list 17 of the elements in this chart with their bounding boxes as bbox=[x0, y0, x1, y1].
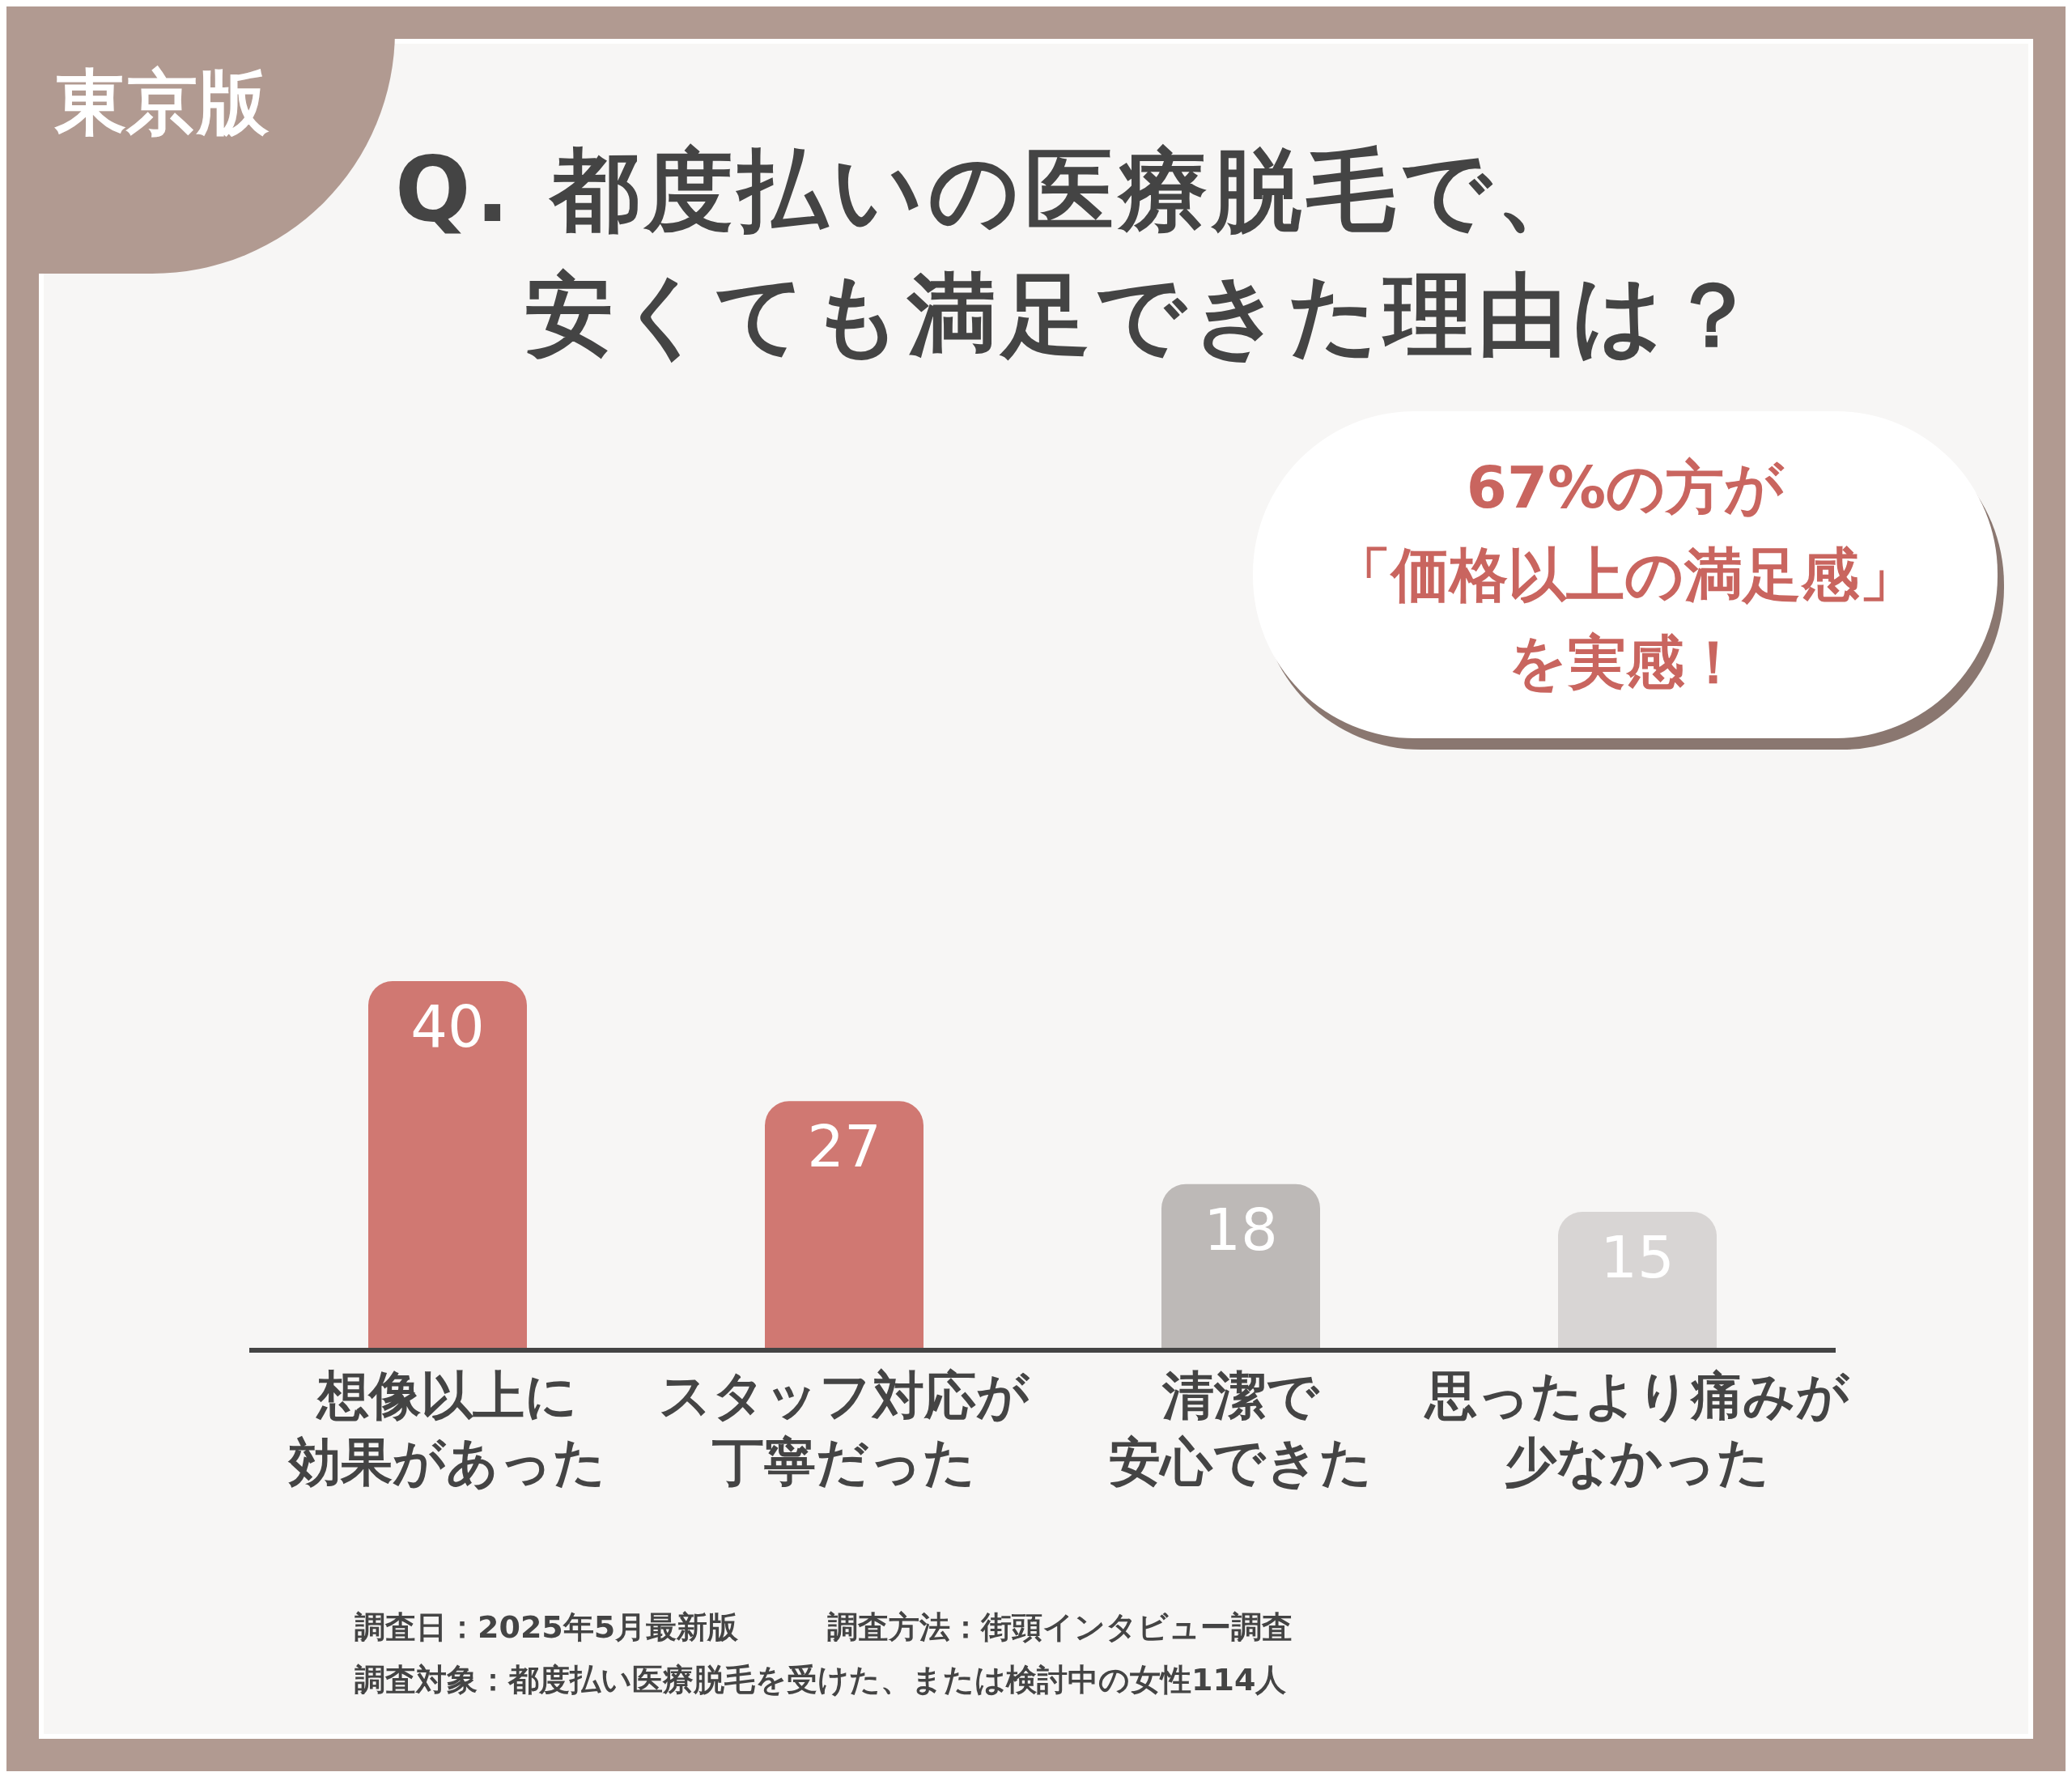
data-label: 18 bbox=[1204, 1195, 1278, 1264]
chart-title: Q. 都度払いの医療脱毛で、安くても満足できた理由は？ bbox=[395, 138, 1762, 368]
bar bbox=[1558, 1212, 1717, 1350]
data-label: 40 bbox=[410, 992, 485, 1061]
x-tick-label: 清潔で安心できた bbox=[1109, 1366, 1373, 1492]
bar bbox=[368, 981, 527, 1350]
x-tick-label: 想像以上に効果があった bbox=[287, 1366, 606, 1492]
chart-subtitle: 東京版 bbox=[55, 60, 269, 146]
bar bbox=[1161, 1183, 1320, 1350]
data-label: 27 bbox=[807, 1112, 881, 1181]
x-tick-label: 思ったより痛みが少なかった bbox=[1424, 1366, 1850, 1492]
text: 調査日：2025年5月最新版 bbox=[355, 1609, 739, 1645]
text: 調査対象：都度払い医療脱毛を受けた、または検討中の女性114人 bbox=[355, 1660, 1288, 1699]
text: 67%の方が「価格以上の満足感」を実感！ bbox=[1332, 453, 1918, 698]
bar bbox=[765, 1101, 923, 1350]
x-tick-label: スタッフ対応が丁寧だった bbox=[659, 1366, 1030, 1492]
text: 調査方法：街頭インタビュー調査 bbox=[827, 1609, 1293, 1645]
